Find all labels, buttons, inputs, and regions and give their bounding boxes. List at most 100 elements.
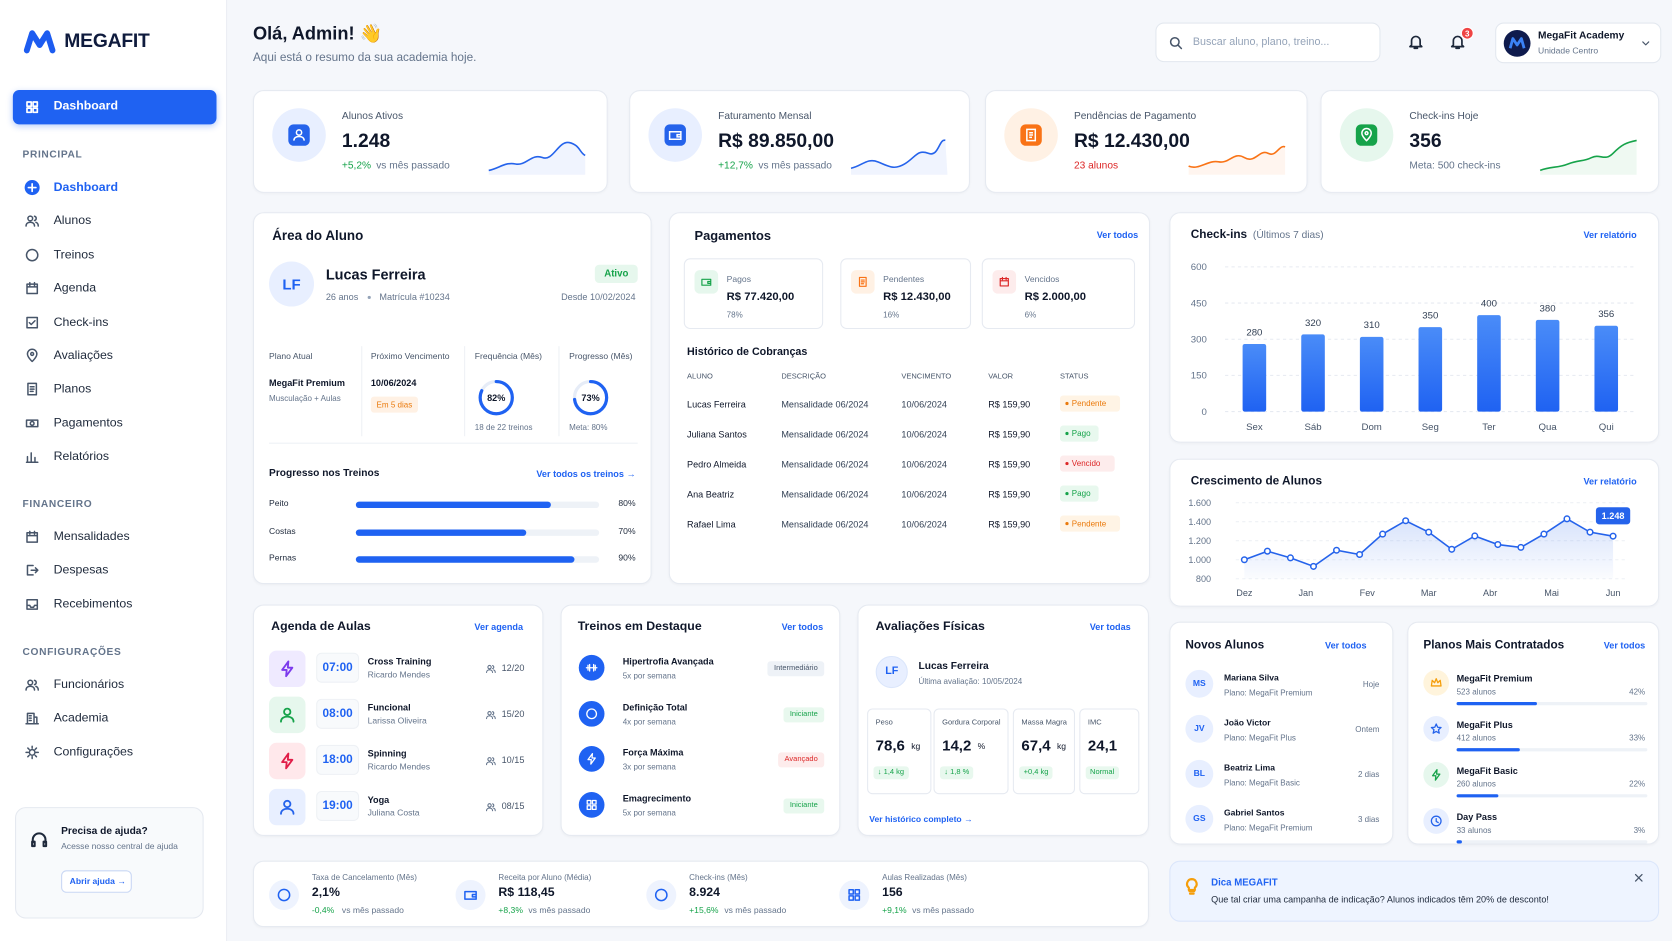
icon-glyph [25,215,40,228]
nav-item[interactable]: Dashboard [53,181,118,194]
nav-item[interactable]: Alunos [53,214,92,228]
nav-item[interactable]: Configurações [53,745,134,759]
search[interactable]: Buscar aluno, plano, treino... [1155,22,1381,63]
sidebar: MEGAFIT Dashboard PRINCIPAL Dashboard Alunos… [0,0,228,941]
metric-label: Gordura Corporal [942,719,1001,727]
help-card: Precisa de ajuda? Acesse nosso central de… [15,807,204,919]
kpi-note: vs mês passado [376,159,450,172]
link[interactable]: Ver todos [1325,639,1367,651]
class-time: 08:00 [322,707,353,721]
close[interactable] [1632,871,1645,884]
logo-mark [23,30,56,54]
icon-glyph [25,713,40,725]
search-placeholder: Buscar aluno, plano, treino... [1192,36,1330,49]
link[interactable]: Ver agenda [474,621,524,633]
icon-glyph [485,711,496,720]
icon [269,650,306,688]
progress-track [355,528,600,536]
payments-card: Pagamentos Ver todos Pagos R$ 77.420,00 78% P… [668,212,1151,585]
nav-item[interactable]: Check-ins [53,315,109,329]
link[interactable]: Ver todos [781,621,824,633]
plan-label: Plano Atual [269,351,313,362]
metric-value: 78,6 [875,736,905,754]
cell: Mensalidade 06/2024 [781,518,869,530]
icon [269,742,306,780]
share-bar [1456,748,1520,752]
link[interactable]: Ver todos [1096,229,1139,241]
avatar-initials: GS [1193,813,1206,824]
icon [1450,35,1465,50]
icon-glyph [27,383,38,396]
value-label: 310 [1364,320,1380,331]
nav-item[interactable]: Relatórios [53,450,110,464]
metric-change: Normal [1085,766,1119,780]
link[interactable]: Ver todos [1603,639,1646,651]
profile-name: MegaFit Academy [1538,30,1625,42]
divider [361,346,363,437]
icon-glyph [701,278,712,286]
kpi-value: R$ 89.850,00 [718,129,834,152]
link[interactable]: Ver relatório [1583,229,1637,241]
nav-item[interactable]: Avaliações [53,349,113,363]
y-tick-label: 150 [1191,371,1207,382]
cell: Ana Beatriz [687,488,735,500]
class-instructor: Larissa Oliveira [367,715,427,726]
status-dot [1065,491,1069,496]
icon [485,803,496,812]
nav-item[interactable]: Despesas [53,564,109,578]
nav-item[interactable]: Recebimentos [53,597,133,611]
stats-card: Taxa de Cancelamento (Mês) 2,1% -0,4% vs mê… [252,860,1149,928]
x-tick-label: Jan [1298,588,1313,598]
x-tick-label: Mar [1421,588,1437,598]
class-time: 19:00 [322,799,353,813]
plan-name: MegaFit Premium [269,377,345,388]
nav-item[interactable]: Planos [53,383,92,396]
history-link[interactable]: Ver histórico completo → [869,814,973,825]
icon-glyph [1430,723,1442,734]
ring [478,379,514,416]
nav-active[interactable]: Dashboard [12,90,217,125]
metric-change: +0,4 kg [1019,766,1053,780]
training-name: Peito [269,498,289,509]
card-title: Novos Alunos [1185,638,1265,652]
dot [1065,461,1069,466]
divider [464,346,466,437]
card-title: Pagamentos [694,228,772,244]
metric-unit: kg [911,741,921,752]
metric-change: ↓ 1,8 % [939,766,974,780]
bar [1594,325,1619,412]
plan-share: 42% [1629,687,1646,697]
nav-item[interactable]: Funcionários [53,678,125,692]
profile[interactable]: MegaFit Academy Unidade Centro [1495,22,1662,64]
metric-value: 67,4 [1021,736,1051,754]
progress-track [355,501,600,509]
nav-item[interactable]: Mensalidades [53,530,130,544]
icon-glyph [1430,815,1442,827]
cell: Rafael Lima [687,518,736,530]
share-bar [1456,794,1499,798]
kpi-value: R$ 12.430,00 [1073,129,1190,152]
chart-card: Check-ins (Últimos 7 dias) Ver relatório 0 1… [1169,212,1660,443]
badge[interactable]: 3 [1460,26,1474,40]
link[interactable]: Ver todos os treinos → [536,468,636,480]
nav-item[interactable]: Agenda [53,282,97,295]
nav-item[interactable]: Treinos [53,248,95,262]
y-tick-label: 300 [1191,334,1207,345]
nav-item[interactable]: Pagamentos [53,416,123,430]
icon-glyph [26,565,39,577]
sparkline [850,139,948,175]
help-text: Acesse nosso central de ajuda [61,841,178,852]
nav-item[interactable]: Academia [53,712,109,725]
icon-glyph [281,752,294,770]
help-button-label[interactable]: Abrir ajuda → [69,876,126,887]
link[interactable]: Ver relatório [1583,475,1637,487]
student-name: João Victor [1223,718,1271,728]
tip-title: Dica MEGAFIT [1211,876,1278,888]
link[interactable]: Ver todas [1089,621,1131,633]
help-button[interactable]: Abrir ajuda → [61,870,132,893]
student-plan: Plano: MegaFit Basic [1223,778,1300,788]
icon-glyph [25,248,39,262]
icon [1169,36,1183,50]
icon-glyph [1026,128,1037,142]
workout-name: Hipertrofia Avançada [622,655,714,667]
